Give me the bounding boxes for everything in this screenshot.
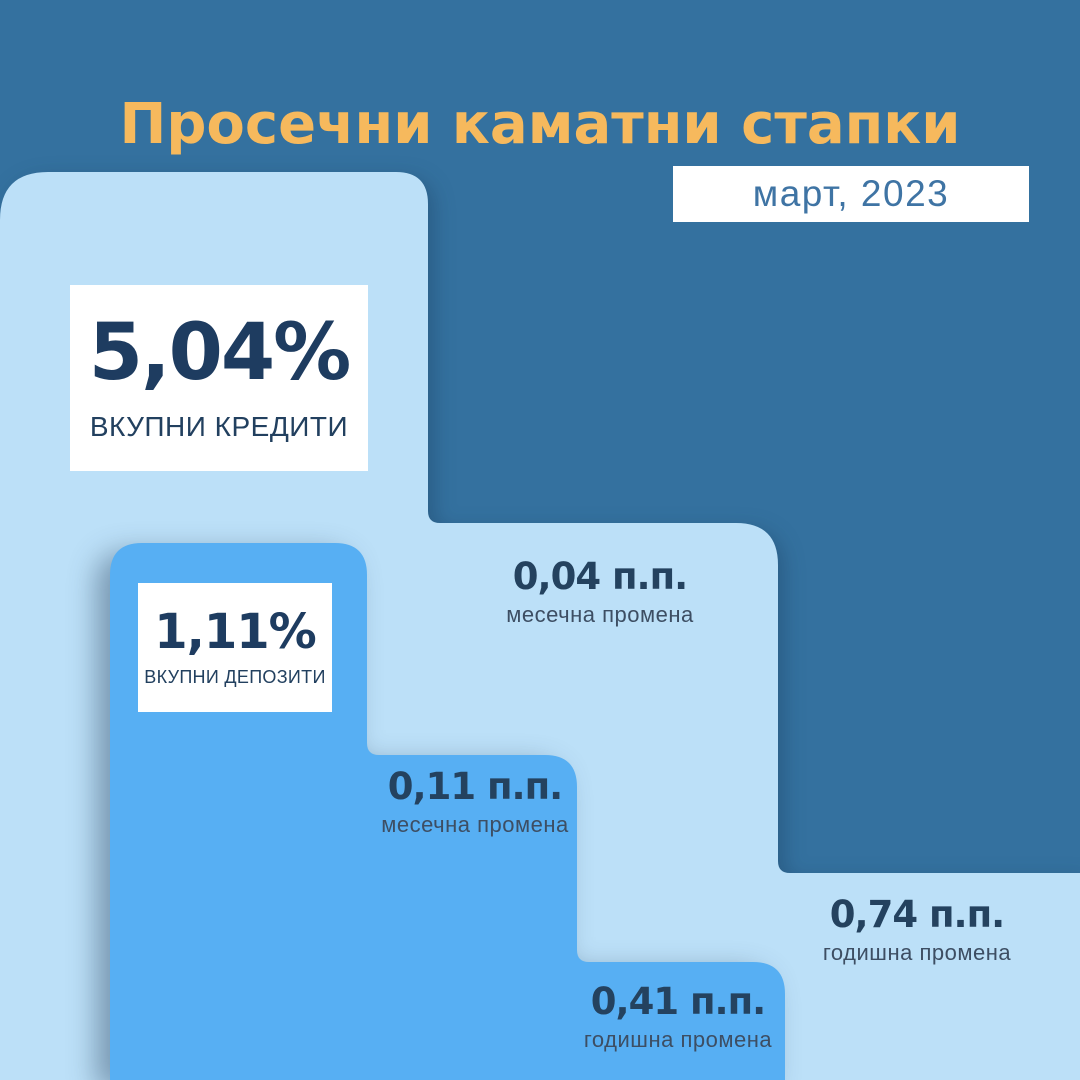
credits-card: 5,04% ВКУПНИ КРЕДИТИ (70, 285, 368, 471)
deposits-yearly-change: 0,41 п.п. годишна промена (518, 980, 838, 1053)
deposits-monthly-change: 0,11 п.п. месечна промена (315, 765, 635, 838)
deposits-rate-value: 1,11% (154, 603, 317, 660)
stat-value: 0,74 п.п. (829, 893, 1005, 936)
stat-label: месечна промена (381, 811, 569, 837)
stat-value: 0,41 п.п. (590, 980, 766, 1023)
date-text: март, 2023 (752, 173, 950, 214)
deposits-rate-label: ВКУПНИ ДЕПОЗИТИ (144, 667, 326, 688)
page-title: Просечни каматни стапки (119, 92, 961, 157)
credits-yearly-change: 0,74 п.п. годишна промена (757, 893, 1077, 966)
date-badge: март, 2023 (673, 166, 1029, 222)
stat-label: месечна промена (506, 601, 694, 627)
stat-value: 0,11 п.п. (387, 765, 563, 808)
credits-rate-label: ВКУПНИ КРЕДИТИ (89, 410, 349, 442)
credits-rate-value: 5,04% (88, 308, 352, 399)
stat-label: годишна промена (583, 1026, 773, 1052)
deposits-card: 1,11% ВКУПНИ ДЕПОЗИТИ (138, 583, 332, 712)
stat-value: 0,04 п.п. (512, 555, 688, 598)
stat-label: годишна промена (822, 939, 1012, 965)
credits-monthly-change: 0,04 п.п. месечна промена (440, 555, 760, 628)
